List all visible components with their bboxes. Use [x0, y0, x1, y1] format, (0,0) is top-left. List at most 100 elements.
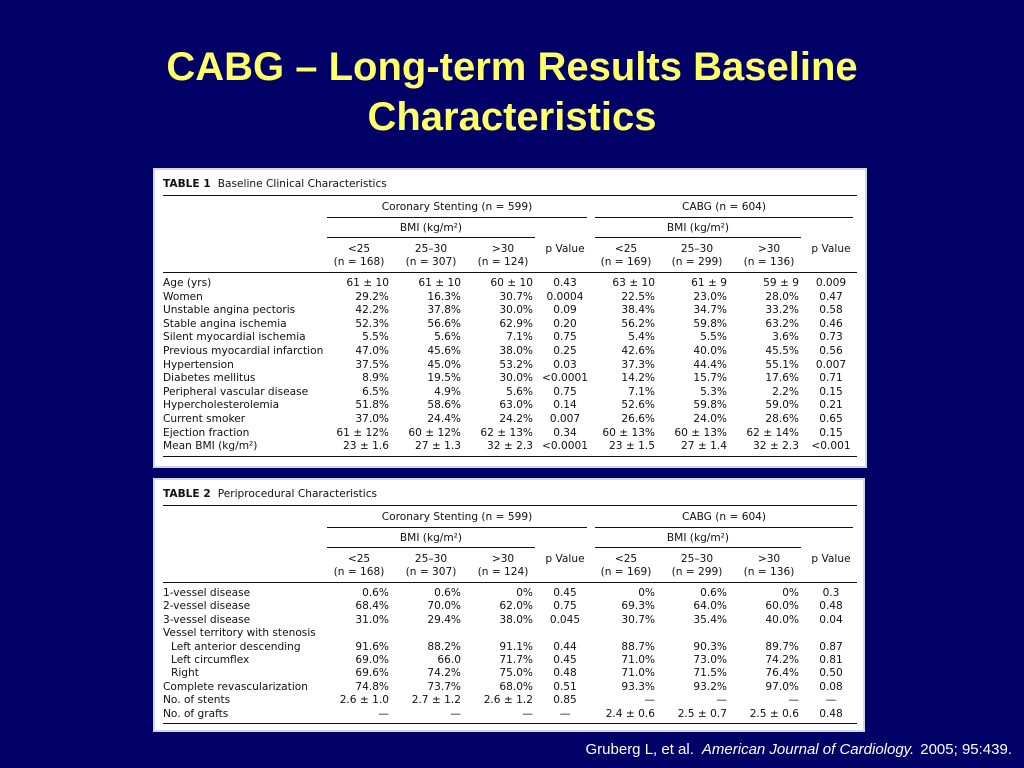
column-header-bottom: p Value — [545, 553, 585, 565]
table-cell: 62.9% — [499, 317, 533, 330]
table-cell: 61 ± 9 — [691, 277, 727, 289]
row-label: Age (yrs) — [163, 277, 212, 289]
column-header: >30 (n = 124) — [467, 553, 539, 579]
table-cell — [539, 627, 591, 640]
column-header-bottom: (n = 299) — [671, 256, 723, 268]
citation-journal: American Journal of Cardiology. — [701, 741, 915, 758]
column-header-top: >30 — [757, 243, 781, 255]
table-cell: 73.0% — [693, 654, 727, 667]
table-cell: 93.3% — [621, 680, 655, 693]
table-cell: 5.5% — [700, 331, 727, 344]
table-cell: 0.6% — [434, 587, 461, 599]
table-cell: 89.7% — [765, 640, 799, 653]
column-header-top: 25–30 — [414, 243, 448, 255]
table-cell: 17.6% — [765, 372, 799, 385]
table-cell: 51.8% — [355, 399, 389, 412]
table-cell — [323, 627, 395, 640]
table-cell: 59 ± 9 — [763, 277, 799, 289]
table-cell: 71.0% — [621, 667, 655, 680]
table-cell: 60 ± 13% — [602, 426, 655, 439]
table-cell: 37.0% — [355, 412, 389, 425]
table-cell: 4.9% — [434, 385, 461, 398]
bmi-header-stenting: BMI (kg/m²) — [327, 528, 535, 548]
table-cell: 45.5% — [765, 344, 799, 357]
table-cell: 23 ± 1.6 — [343, 440, 389, 453]
table-cell: 0.03 — [553, 358, 577, 371]
column-header-bottom: p Value — [545, 243, 585, 255]
table-bottom-rule — [163, 723, 857, 725]
table-cell: 7.1% — [506, 331, 533, 344]
table-cell: 37.3% — [621, 358, 655, 371]
table-number: TABLE 2 — [163, 488, 211, 500]
column-header: >30 (n = 136) — [733, 553, 805, 579]
group-header-stenting: Coronary Stenting (n = 599) — [327, 506, 587, 528]
table-cell: 27 ± 1.4 — [681, 440, 727, 453]
table-cell: 61 ± 12% — [336, 426, 389, 439]
row-label: Diabetes mellitus — [163, 372, 256, 385]
table-cell: 0.21 — [819, 399, 843, 412]
row-label: Hypertension — [163, 358, 234, 371]
table-cell: 2.6 ± 1.0 — [339, 694, 389, 707]
table-cell: 37.5% — [355, 358, 389, 371]
periprocedural-table: TABLE 2 Periprocedural Characteristics Co… — [153, 478, 865, 732]
table-cell: 97.0% — [765, 680, 799, 693]
table-cell: 0.73 — [819, 331, 843, 344]
slide-title-line-1: CABG – Long-term Results Baseline — [166, 45, 858, 89]
table-cell: 29.4% — [427, 613, 461, 626]
table-cell: 0.44 — [553, 640, 577, 653]
column-header-bottom: (n = 124) — [477, 256, 529, 268]
column-header: <25 (n = 168) — [323, 553, 395, 579]
table-cell: 71.0% — [621, 654, 655, 667]
column-header-bottom: (n = 168) — [333, 566, 385, 578]
column-header-bottom: (n = 299) — [671, 566, 723, 578]
table-cell: 62.0% — [499, 600, 533, 613]
table-cell: 0% — [782, 587, 799, 599]
table-cell: 3.6% — [772, 331, 799, 344]
table-cell — [733, 627, 805, 640]
table-cell: 40.0% — [693, 344, 727, 357]
table-cell: 69.6% — [355, 667, 389, 680]
table-cell: 2.5 ± 0.7 — [677, 707, 727, 720]
header-spacer — [163, 553, 323, 579]
table-rows: 1-vessel disease 0.6% 0.6% 0% 0.45 0% 0.6% 0% 0.… — [163, 583, 857, 721]
column-header-bottom: (n = 169) — [600, 256, 652, 268]
table-cell: 16.3% — [427, 290, 461, 303]
table-cell: 40.0% — [765, 613, 799, 626]
table-cell: 93.2% — [693, 680, 727, 693]
table-cell: 0.25 — [553, 344, 577, 357]
table-cell: 69.0% — [355, 654, 389, 667]
table-cell: 0.007 — [549, 412, 581, 425]
table-cell: 26.6% — [621, 412, 655, 425]
table-cell: — — [644, 694, 655, 707]
table-cell: 30.7% — [621, 613, 655, 626]
table-cell: 33.2% — [765, 304, 799, 317]
table-cell: — — [825, 694, 837, 707]
column-header: <25 (n = 169) — [591, 243, 661, 269]
table-cell: 62 ± 14% — [746, 426, 799, 439]
table-cell: 88.2% — [427, 640, 461, 653]
row-label: Previous myocardial infarction — [163, 344, 324, 357]
table-cell: 66.0 — [437, 654, 461, 667]
table-cell: 27 ± 1.3 — [415, 440, 461, 453]
table-cell: 5.3% — [700, 385, 727, 398]
table-cell: 23.0% — [693, 290, 727, 303]
row-label: Women — [163, 290, 203, 303]
table-cell: 68.0% — [499, 680, 533, 693]
row-label: Mean BMI (kg/m²) — [163, 440, 258, 453]
table-group-header: Coronary Stenting (n = 599) CABG (n = 60… — [163, 196, 857, 238]
table-cell: 0.75 — [553, 600, 577, 613]
table-cell: 28.6% — [765, 412, 799, 425]
table-cell: 0.85 — [553, 694, 577, 707]
table-cell: 2.6 ± 1.2 — [483, 694, 533, 707]
column-header-top: 25–30 — [680, 243, 714, 255]
table-cell: 47.0% — [355, 344, 389, 357]
table-cell: 0.47 — [819, 290, 843, 303]
table-cell: 0.34 — [553, 426, 577, 439]
table-group-header: Coronary Stenting (n = 599) CABG (n = 60… — [163, 506, 857, 548]
row-label: Stable angina ischemia — [163, 317, 287, 330]
table-cell: 59.0% — [765, 399, 799, 412]
table-cell: 63 ± 10 — [612, 277, 655, 289]
table-cell: 28.0% — [765, 290, 799, 303]
table-cell: 60 ± 10 — [490, 277, 533, 289]
table-cell: 52.3% — [355, 317, 389, 330]
